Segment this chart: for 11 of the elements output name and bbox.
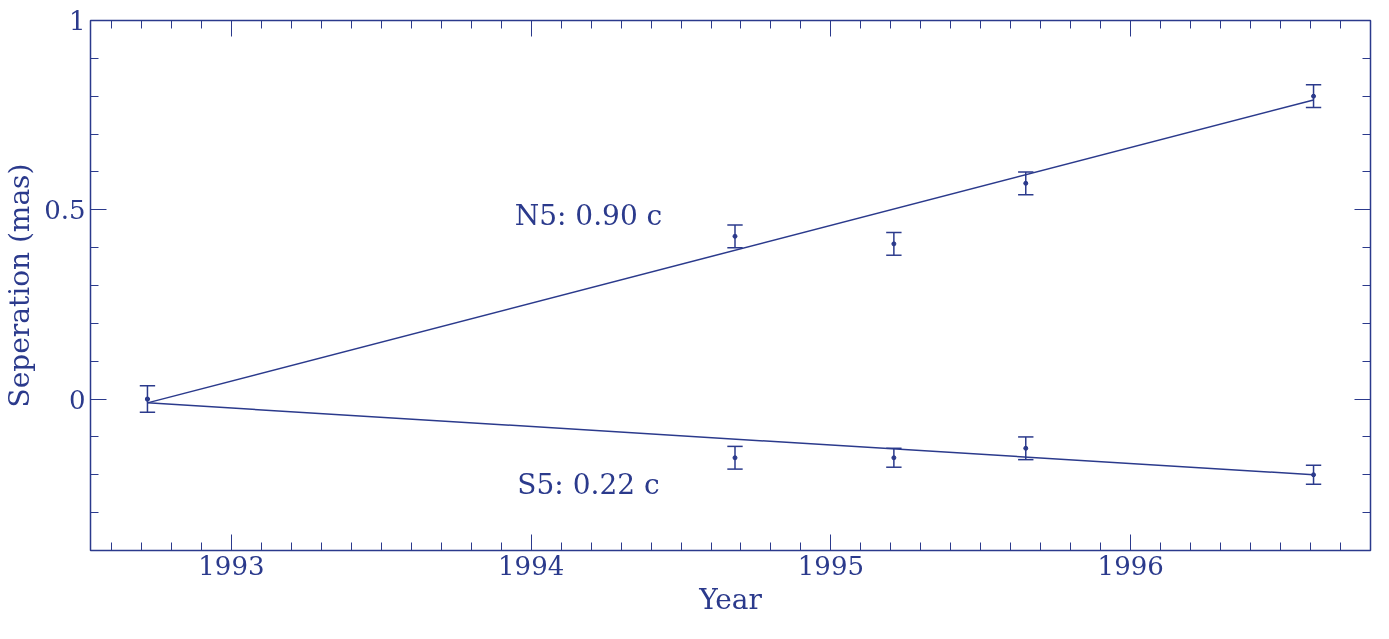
x-tick-label: 1995 [797,550,865,581]
annotation: N5: 0.90 c [514,199,663,232]
x-tick-label: 1996 [1097,550,1164,581]
annotation: S5: 0.22 c [517,468,660,501]
x-tick-label: 1994 [498,550,565,581]
x-tick-label: 1993 [198,550,265,581]
y-tick-label: 0.5 [44,195,86,226]
y-tick-label: 1 [68,6,86,36]
x-axis-title: Year [698,582,763,616]
y-axis-title: Seperation (mas) [3,163,37,408]
y-tick-label: 0 [68,384,86,415]
